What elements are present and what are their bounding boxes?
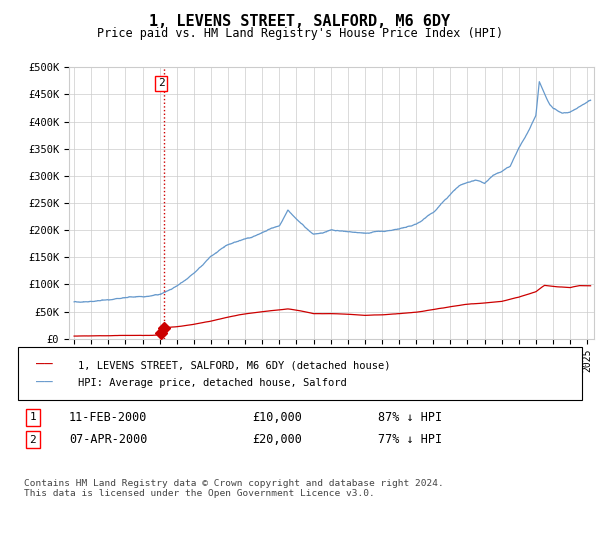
Text: 1, LEVENS STREET, SALFORD, M6 6DY: 1, LEVENS STREET, SALFORD, M6 6DY: [149, 14, 451, 29]
Text: 1, LEVENS STREET, SALFORD, M6 6DY (detached house): 1, LEVENS STREET, SALFORD, M6 6DY (detac…: [78, 360, 391, 370]
Text: ——: ——: [36, 358, 53, 372]
Text: £20,000: £20,000: [252, 433, 302, 446]
Text: 1: 1: [29, 412, 37, 422]
Text: £10,000: £10,000: [252, 410, 302, 424]
Text: Price paid vs. HM Land Registry's House Price Index (HPI): Price paid vs. HM Land Registry's House …: [97, 27, 503, 40]
Text: ——: ——: [36, 376, 53, 390]
Text: 07-APR-2000: 07-APR-2000: [69, 433, 148, 446]
Text: 87% ↓ HPI: 87% ↓ HPI: [378, 410, 442, 424]
Text: 77% ↓ HPI: 77% ↓ HPI: [378, 433, 442, 446]
Text: Contains HM Land Registry data © Crown copyright and database right 2024.
This d: Contains HM Land Registry data © Crown c…: [24, 479, 444, 498]
Text: 2: 2: [29, 435, 37, 445]
Text: HPI: Average price, detached house, Salford: HPI: Average price, detached house, Salf…: [78, 378, 347, 388]
Text: 2: 2: [158, 78, 164, 88]
Text: 11-FEB-2000: 11-FEB-2000: [69, 410, 148, 424]
